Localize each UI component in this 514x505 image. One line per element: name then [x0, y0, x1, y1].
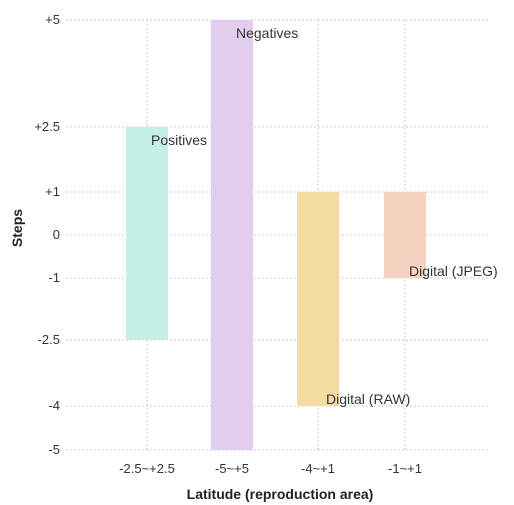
- bar-negatives: [211, 20, 253, 450]
- bar-labels: Positives Negatives Digital (RAW) Digital (…: [151, 25, 498, 407]
- bar-label-digital-raw: Digital (RAW): [326, 391, 410, 407]
- y-tick-label: +1: [45, 184, 60, 199]
- bar-label-digital-jpeg: Digital (JPEG): [409, 263, 498, 279]
- y-tick-label: -4: [48, 398, 60, 413]
- bar-digital-raw: [297, 192, 339, 406]
- x-tick-labels: -2.5~+2.5 -5~+5 -4~+1 -1~+1: [119, 461, 422, 476]
- y-tick-label: +5: [45, 12, 60, 27]
- bar-positives: [126, 127, 168, 340]
- y-tick-label: -5: [48, 442, 60, 457]
- y-tick-label: -1: [48, 270, 60, 285]
- bar-label-positives: Positives: [151, 132, 207, 148]
- bars: [126, 20, 426, 450]
- x-tick-label: -2.5~+2.5: [119, 461, 175, 476]
- y-tick-label: +2.5: [34, 119, 60, 134]
- y-tick-labels: +5 +2.5 +1 0 -1 -2.5 -4 -5: [34, 12, 60, 457]
- x-axis-title: Latitude (reproduction area): [187, 486, 374, 502]
- x-tick-label: -1~+1: [388, 461, 422, 476]
- x-tick-label: -4~+1: [301, 461, 335, 476]
- bar-label-negatives: Negatives: [236, 25, 298, 41]
- y-tick-label: -2.5: [38, 332, 60, 347]
- y-tick-label: 0: [53, 227, 60, 242]
- y-axis-title: Steps: [9, 209, 25, 247]
- bar-digital-jpeg: [384, 192, 426, 278]
- x-tick-label: -5~+5: [215, 461, 249, 476]
